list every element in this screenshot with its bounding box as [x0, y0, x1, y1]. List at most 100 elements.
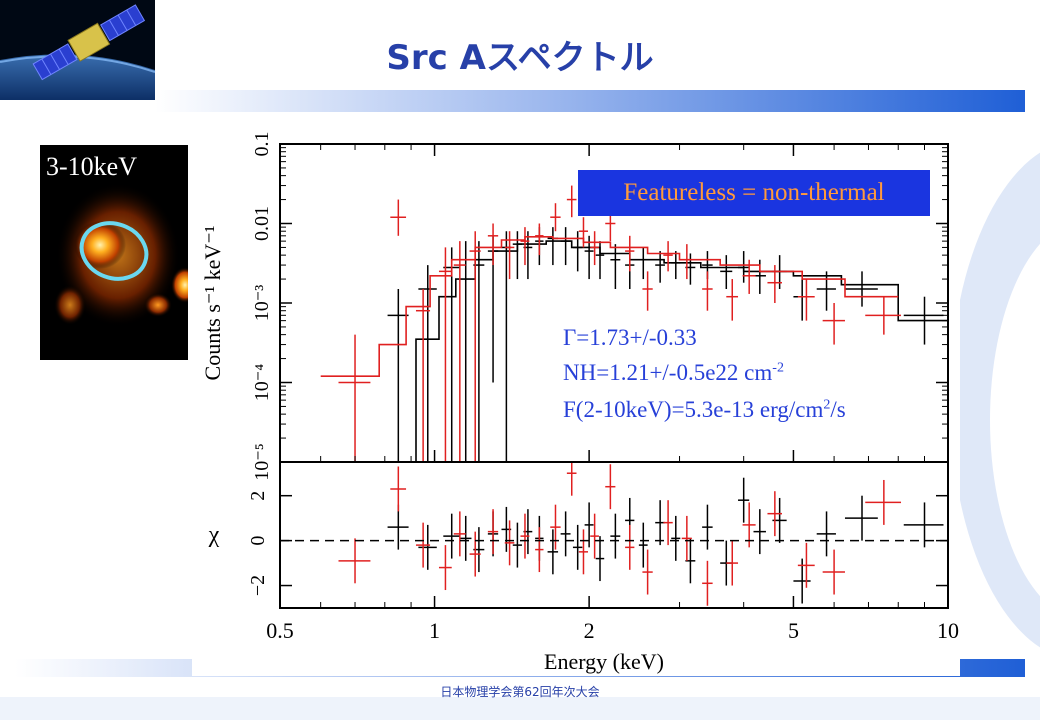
model-step-line-series-1 [280, 240, 948, 463]
spectrum-data-point [816, 271, 836, 311]
top-y-axis-label: Counts s⁻¹ keV⁻¹ [200, 226, 225, 381]
residual-data-point [512, 522, 522, 568]
bottom-y-tick-label: −2 [247, 575, 269, 596]
residual-data-point [816, 511, 836, 557]
residual-data-point [595, 536, 605, 582]
x-tick-label: 0.5 [266, 618, 294, 643]
flux-text: F(2-10keV)=5.3e-13 erg/cm2/s [563, 397, 846, 423]
spectrum-data-point [387, 289, 409, 462]
spectrum-data-point [550, 203, 561, 232]
spectrum-data-point [638, 247, 648, 280]
spectrum-data-point [487, 223, 499, 266]
spectrum-data-point [865, 296, 902, 335]
residual-data-point [605, 464, 616, 510]
featureless-callout: Featureless = non-thermal [578, 170, 930, 216]
residual-data-point [459, 515, 472, 561]
residual-data-point [504, 520, 515, 566]
spectrum-data-point [844, 271, 878, 307]
spectrum-data-point [469, 231, 481, 462]
photon-index-text: Γ=1.73+/-0.33 [563, 325, 697, 350]
spectrum-data-point [512, 231, 522, 280]
residual-data-point [338, 538, 371, 584]
spectrum-data-point [438, 247, 452, 462]
column-density-text: NH=1.21+/-0.5e22 cm-2 [563, 360, 784, 386]
spectrum-data-point [726, 279, 739, 321]
model-step-line-series-2 [320, 236, 899, 377]
bottom-y-tick-label: 2 [247, 491, 269, 501]
spectrum-data-point [655, 251, 665, 283]
spectrum-data-point [671, 251, 681, 280]
column-density-exponent: -2 [772, 360, 784, 376]
residual-data-point [702, 504, 713, 550]
bottom-panel-frame [279, 461, 949, 609]
spectrum-chart: 0.5 1 2 5 10 10⁻⁵ 10⁻⁴ 10⁻³ 0.01 0.1 −2 0 2 Counts s… [192, 128, 960, 676]
residual-data-point [655, 500, 665, 546]
spectrum-data-point [338, 334, 371, 462]
residual-data-point [797, 542, 815, 588]
spectrum-data-point [535, 223, 544, 256]
spectrum-data-point [520, 227, 530, 266]
residual-data-point [550, 504, 561, 550]
residual-data-point [590, 513, 599, 559]
residual-data-point [443, 513, 460, 559]
source-region-circle [79, 221, 149, 281]
spectrum-data-point [742, 259, 756, 294]
spectrum-data-point [610, 244, 621, 290]
residual-data-point [681, 515, 692, 561]
residual-data-point [638, 522, 648, 568]
spectrum-data-point [797, 279, 815, 321]
spectrum-data-point [504, 231, 515, 280]
residual-data-point [535, 527, 544, 573]
residual-data-point [572, 524, 583, 570]
residual-data-point [547, 529, 559, 575]
residual-data-point [487, 509, 499, 555]
x-tick-label: 1 [429, 618, 440, 643]
residual-data-point [584, 502, 594, 548]
spectrum-data-point [418, 265, 437, 462]
spectrum-data-point [566, 185, 577, 218]
header-band [155, 88, 1025, 112]
flux-exponent: 2 [823, 397, 831, 413]
slide-footer: 日本物理学会第62回年次大会 [440, 685, 600, 699]
residual-data-point [387, 504, 409, 550]
residual-data-point [520, 513, 530, 559]
residual-data-point [822, 549, 845, 595]
spectrum-data-point [560, 227, 571, 266]
top-y-tick-label: 10⁻⁴ [251, 364, 273, 402]
residual-data-point [625, 524, 635, 570]
satellite-picture [0, 0, 156, 100]
x-tick-label: 10 [937, 618, 959, 643]
spectrum-data-point [605, 211, 616, 242]
xray-image: 3-10keV [40, 145, 188, 360]
residual-data-point [560, 511, 571, 557]
bottom-y-tick-label: 0 [247, 536, 269, 546]
spectrum-data-point [642, 271, 653, 311]
residual-data-point [753, 509, 766, 555]
residual-data-point [738, 477, 750, 523]
top-y-tick-label: 0.01 [251, 206, 273, 241]
column-density-value: NH=1.21+/-0.5e22 cm [563, 360, 773, 385]
flux-value: F(2-10keV)=5.3e-13 erg/cm [563, 397, 824, 422]
flux-unit-tail: /s [830, 397, 846, 422]
residual-data-point [767, 491, 783, 537]
residual-data-point [702, 560, 713, 606]
x-tick-label: 2 [584, 618, 595, 643]
top-y-tick-label: 0.1 [251, 132, 273, 157]
residual-data-point [671, 515, 681, 561]
residual-data-point [453, 511, 466, 557]
residual-data-point [438, 545, 452, 591]
spectrum-data-point [663, 241, 673, 272]
spectrum-data-point [390, 199, 407, 236]
spectrum-data-point [681, 244, 692, 280]
residual-data-point [844, 495, 878, 541]
residual-data-point [642, 549, 653, 595]
bottom-y-axis-label: χ [208, 522, 220, 548]
spectrum-data-point [453, 241, 466, 462]
x-axis-label: Energy (keV) [544, 649, 664, 674]
spectrum-data-point [702, 271, 713, 311]
residual-data-point [685, 538, 696, 584]
residual-data-point [566, 462, 577, 496]
x-tick-label: 5 [788, 618, 799, 643]
residual-data-point [726, 540, 739, 586]
